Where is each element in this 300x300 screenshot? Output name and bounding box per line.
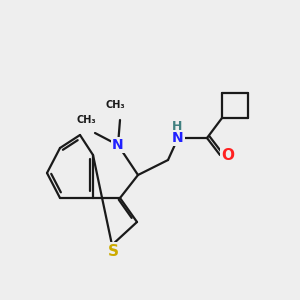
Text: CH₃: CH₃ xyxy=(105,100,125,110)
Text: O: O xyxy=(221,148,235,163)
Text: N: N xyxy=(112,138,124,152)
Text: CH₃: CH₃ xyxy=(76,115,96,125)
Text: S: S xyxy=(107,244,118,259)
Text: H: H xyxy=(172,121,182,134)
Text: N: N xyxy=(172,131,184,145)
